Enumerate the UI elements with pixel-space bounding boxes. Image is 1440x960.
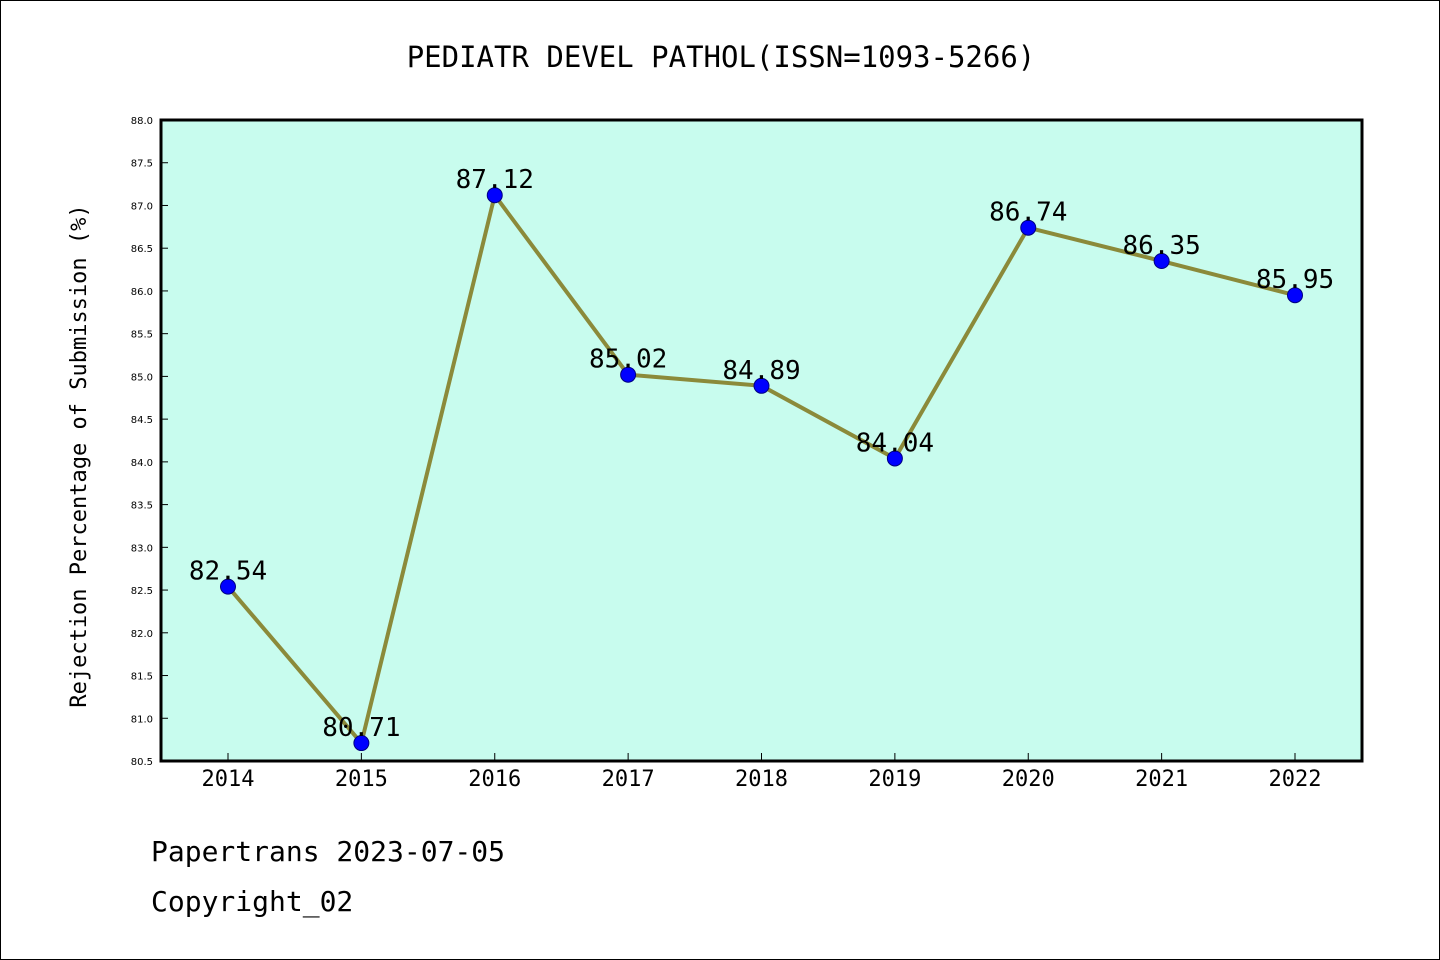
data-label: 85.95 [1256,265,1334,295]
x-tick-label: 2016 [468,767,521,792]
x-axis: 2014 2015 2016 2017 2018 2019 2020 2021 2022 [202,753,1322,792]
x-tick-label: 2019 [868,767,921,792]
data-point [753,377,770,394]
y-tick-label: 84.0 [131,458,153,469]
y-tick-label: 86.5 [131,244,153,255]
chart-title: PEDIATR DEVEL PATHOL(ISSN=1093-5266) [407,40,1036,74]
footer-copyright-text: Copyright_02 [151,885,354,918]
data-label: 87.12 [456,165,534,195]
data-point [1153,253,1170,270]
x-tick-label: 2020 [1002,767,1055,792]
plot-area [159,118,1364,763]
data-point [353,735,370,752]
y-axis: 80.5 81.0 81.5 82.0 82.5 83.0 83.5 84.0 84.5 85.0… [131,116,168,768]
data-label: 82.54 [189,557,267,587]
data-label: 86.74 [989,198,1067,228]
y-tick-label: 85.5 [131,330,153,341]
y-axis-label: Rejection Percentage of Submission (%) [67,204,92,707]
x-tick-label: 2018 [735,767,788,792]
data-label: 84.89 [722,356,800,386]
y-tick-label: 83.0 [131,543,153,554]
y-tick-label: 84.5 [131,415,153,426]
footer-date-text: Papertrans 2023-07-05 [151,835,506,868]
data-point [220,578,236,595]
x-tick-label: 2017 [602,767,655,792]
data-label: 86.35 [1122,231,1200,261]
x-tick-label: 2021 [1135,767,1188,792]
y-tick-label: 81.0 [131,714,153,725]
data-labels: 82.54 80.71 87.12 85.02 84.89 84.04 86.74 86.35… [189,165,1334,743]
x-tick-label: 2022 [1269,767,1322,792]
x-tick-label: 2014 [202,767,255,792]
x-tick-label: 2015 [335,767,388,792]
data-point [486,187,503,204]
data-label: 85.02 [589,345,667,375]
y-tick-label: 86.0 [131,287,153,298]
y-tick-label: 82.5 [131,586,153,597]
y-tick-label: 82.0 [131,629,153,640]
y-tick-label: 81.5 [131,672,153,683]
data-point [886,450,903,467]
y-tick-label: 88.0 [131,116,153,127]
data-label: 84.04 [856,428,934,458]
y-tick-label: 80.5 [131,757,153,768]
y-tick-label: 83.5 [131,501,153,512]
data-point [620,366,637,383]
y-tick-label: 85.0 [131,372,153,383]
y-tick-label: 87.0 [131,201,153,212]
y-tick-label: 87.5 [131,159,153,170]
data-point [1287,287,1303,304]
data-label: 80.71 [322,713,400,743]
data-point [1020,219,1037,236]
data-series [220,187,1303,752]
